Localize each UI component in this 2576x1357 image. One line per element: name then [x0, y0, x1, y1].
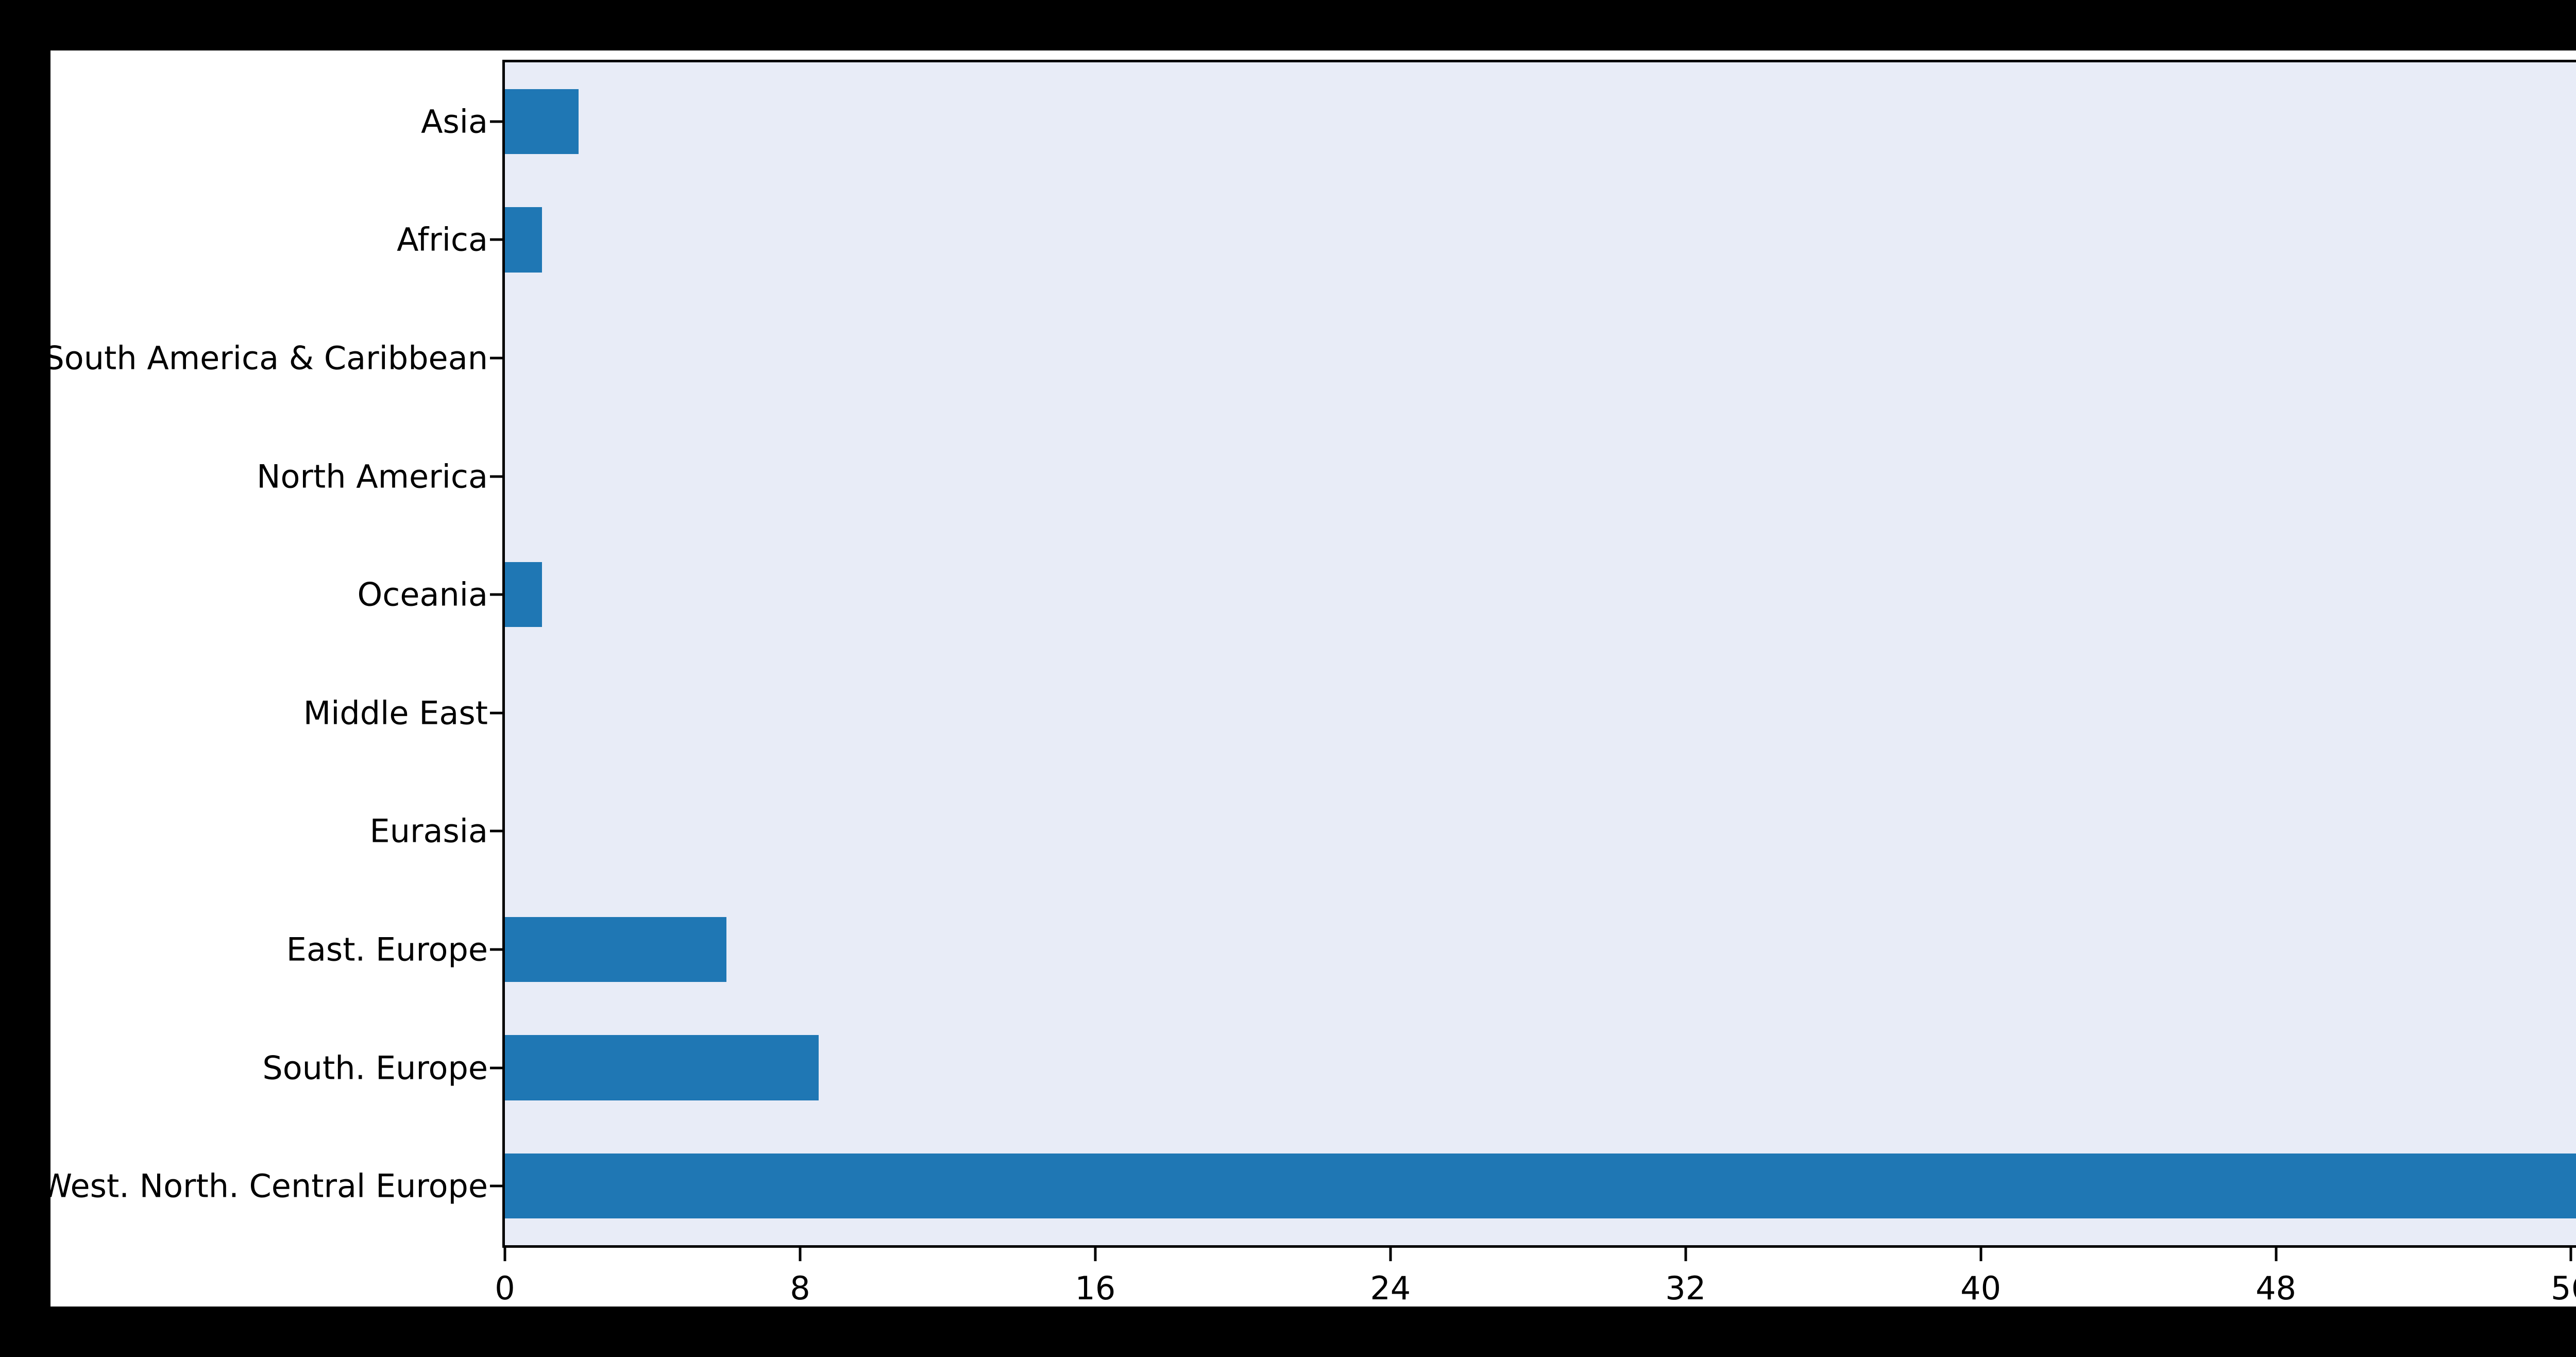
x-tick-mark	[799, 1248, 802, 1261]
y-tick-mark	[490, 357, 502, 360]
y-tick-label: Middle East	[303, 694, 488, 732]
y-tick-mark	[490, 711, 502, 715]
y-tick-mark	[490, 1184, 502, 1188]
y-tick-mark	[490, 829, 502, 833]
x-axis-labels: 0 8 16 24 32 40 48 56	[495, 1248, 2576, 1307]
x-tick-label: 16	[1075, 1269, 1116, 1307]
bar[interactable]	[505, 917, 726, 982]
x-tick-label: 56	[2551, 1269, 2576, 1307]
x-tick-mark	[1389, 1248, 1392, 1261]
bar[interactable]	[505, 89, 579, 154]
y-tick-label: Oceania	[357, 575, 488, 614]
x-tick-mark	[1094, 1248, 1097, 1261]
y-tick-label: Eurasia	[369, 812, 488, 850]
x-tick-label: 40	[1960, 1269, 2002, 1307]
y-tick-label: South. Europe	[262, 1049, 488, 1087]
bar[interactable]	[505, 1154, 2576, 1219]
y-axis-labels: Asia Africa South America & Caribbean North…	[41, 60, 502, 1248]
y-tick-label: North America	[257, 457, 488, 496]
y-tick-mark	[490, 593, 502, 596]
x-tick-label: 0	[495, 1269, 515, 1307]
x-tick-label: 8	[790, 1269, 810, 1307]
bar[interactable]	[505, 1035, 819, 1100]
x-tick-label: 48	[2256, 1269, 2297, 1307]
y-tick-mark	[490, 948, 502, 951]
y-tick-mark	[490, 238, 502, 241]
x-tick-mark	[503, 1248, 506, 1261]
y-tick-mark	[490, 475, 502, 478]
x-tick-label: 32	[1665, 1269, 1706, 1307]
y-tick-label: East. Europe	[286, 930, 488, 969]
x-tick-mark	[1979, 1248, 1982, 1261]
x-tick-mark	[2275, 1248, 2278, 1261]
x-tick-mark	[2569, 1248, 2572, 1261]
y-tick-mark	[490, 1066, 502, 1070]
bar[interactable]	[505, 207, 542, 273]
y-tick-mark	[490, 120, 502, 123]
bar[interactable]	[505, 562, 542, 627]
figure-canvas: Asia Africa South America & Caribbean North…	[41, 50, 2576, 1307]
y-tick-label: West. North. Central Europe	[40, 1167, 488, 1205]
x-tick-mark	[1684, 1248, 1687, 1261]
bar-chart-plot-area: GENDER 30.8% 67.9% 1.3% 0.0% No	[502, 60, 2576, 1248]
y-tick-label: Asia	[421, 103, 488, 141]
x-tick-label: 24	[1370, 1269, 1411, 1307]
y-tick-label: Africa	[397, 220, 488, 259]
y-tick-label: South America & Caribbean	[44, 339, 488, 377]
